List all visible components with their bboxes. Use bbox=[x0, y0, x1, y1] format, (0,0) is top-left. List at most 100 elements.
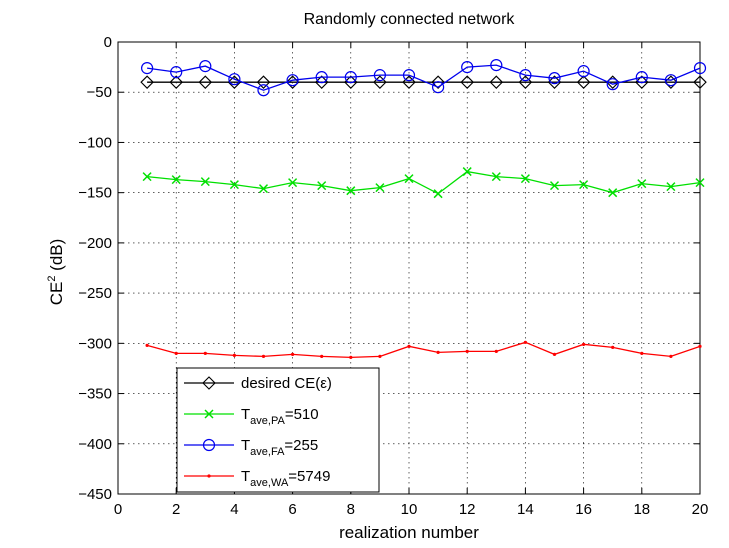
data-point-wa bbox=[349, 355, 353, 359]
x-tick-label: 10 bbox=[401, 501, 418, 518]
legend-item-fa: Tave,FA=255 bbox=[184, 437, 318, 458]
data-point-fa bbox=[432, 81, 445, 94]
y-axis-label-superscript: 2 bbox=[46, 276, 58, 282]
legend-marker-desired bbox=[202, 376, 216, 390]
data-point-wa bbox=[523, 340, 528, 344]
x-tick-label: 6 bbox=[288, 501, 296, 518]
y-axis-label-unit: (dB) bbox=[47, 239, 66, 276]
data-point-wa bbox=[232, 353, 236, 357]
data-point-fa bbox=[373, 69, 386, 82]
data-point-pa bbox=[433, 189, 443, 199]
data-point-desired bbox=[489, 75, 504, 89]
data-point-wa bbox=[436, 350, 440, 354]
data-point-pa bbox=[637, 179, 647, 189]
legend-marker-wa bbox=[207, 474, 211, 478]
data-point-pa bbox=[491, 172, 501, 182]
data-point-wa bbox=[552, 352, 557, 356]
x-tick-label: 20 bbox=[692, 501, 709, 518]
data-point-desired bbox=[431, 75, 445, 89]
axis-ticks: 0 2 4 6 8 10 12 14 16 18 20 0 −50 −100 −150 −200 −250 −30… bbox=[78, 34, 708, 518]
legend-label-desired: desired CE(ε) bbox=[241, 375, 332, 392]
legend-item-pa: Tave,PA=510 bbox=[184, 406, 319, 427]
grid bbox=[118, 42, 700, 494]
data-point-pa bbox=[142, 172, 152, 182]
data-point-pa bbox=[258, 184, 269, 194]
legend-text-base: T bbox=[241, 468, 250, 485]
legend: desired CE(ε)Tave,PA=510Tave,FA=255Tave,… bbox=[176, 367, 380, 493]
x-tick-label: 14 bbox=[517, 501, 534, 518]
x-tick-label: 12 bbox=[459, 501, 476, 518]
legend-text-subscript: ave,FA bbox=[250, 446, 285, 458]
y-tick-label: −50 bbox=[87, 84, 112, 101]
x-tick-label: 16 bbox=[575, 501, 592, 518]
y-axis-label: CE2 (dB) bbox=[46, 239, 66, 306]
legend-text-base: T bbox=[241, 406, 250, 423]
data-point-fa bbox=[635, 71, 648, 84]
data-point-pa bbox=[520, 174, 530, 184]
y-tick-label: −300 bbox=[78, 335, 112, 352]
x-tick-label: 0 bbox=[114, 501, 122, 518]
data-point-desired bbox=[373, 75, 387, 89]
data-point-pa bbox=[317, 181, 327, 191]
data-point-fa bbox=[402, 69, 416, 82]
x-axis-label: realization number bbox=[339, 523, 479, 542]
legend-text-value: =510 bbox=[285, 406, 319, 423]
legend-text-base: T bbox=[241, 437, 250, 454]
data-point-fa bbox=[693, 62, 707, 75]
y-tick-label: −350 bbox=[78, 386, 112, 403]
data-point-desired bbox=[169, 75, 183, 89]
y-axis-label-base: CE bbox=[47, 282, 66, 306]
series-fa bbox=[141, 59, 707, 97]
legend-label-wa: Tave,WA=5749 bbox=[241, 468, 330, 489]
legend-item-wa: Tave,WA=5749 bbox=[184, 468, 330, 489]
data-point-wa bbox=[145, 343, 149, 347]
y-tick-label: −400 bbox=[78, 436, 112, 453]
legend-marker-fa bbox=[202, 438, 216, 452]
data-point-wa bbox=[669, 354, 673, 358]
data-point-fa bbox=[490, 59, 503, 72]
data-point-wa bbox=[640, 351, 644, 355]
series-line-wa bbox=[146, 341, 701, 359]
chart-title: Randomly connected network bbox=[304, 11, 516, 28]
data-point-fa bbox=[228, 73, 241, 86]
data-point-desired bbox=[460, 75, 474, 89]
y-tick-label: −200 bbox=[78, 235, 112, 252]
data-point-pa bbox=[462, 167, 472, 177]
data-point-fa bbox=[577, 65, 590, 78]
x-tick-label: 8 bbox=[347, 501, 355, 518]
legend-label-pa: Tave,PA=510 bbox=[241, 406, 319, 427]
series-pa bbox=[142, 167, 705, 199]
data-point-wa bbox=[320, 354, 324, 358]
legend-item-desired: desired CE(ε) bbox=[184, 375, 332, 392]
data-point-pa bbox=[549, 181, 560, 191]
data-point-fa bbox=[664, 74, 678, 87]
data-point-desired bbox=[518, 75, 533, 89]
x-tick-label: 18 bbox=[633, 501, 650, 518]
data-point-wa bbox=[465, 349, 469, 353]
data-point-fa bbox=[315, 71, 328, 84]
data-point-wa bbox=[611, 345, 615, 349]
data-point-desired bbox=[547, 75, 562, 89]
legend-text: desired CE(ε) bbox=[241, 375, 332, 392]
data-point-pa bbox=[608, 188, 618, 198]
data-point-desired bbox=[198, 75, 213, 89]
data-point-fa bbox=[141, 62, 154, 75]
data-point-fa bbox=[519, 69, 532, 82]
data-point-desired bbox=[256, 75, 271, 89]
data-point-pa bbox=[200, 177, 210, 187]
data-point-fa bbox=[170, 66, 183, 79]
legend-text-subscript: ave,WA bbox=[250, 477, 289, 489]
data-point-wa bbox=[582, 342, 586, 346]
y-tick-label: −100 bbox=[78, 134, 112, 151]
y-tick-label: −250 bbox=[78, 285, 112, 302]
x-tick-label: 2 bbox=[172, 501, 180, 518]
data-point-desired bbox=[402, 75, 416, 89]
data-point-pa bbox=[171, 175, 181, 185]
legend-label-fa: Tave,FA=255 bbox=[241, 437, 318, 458]
data-point-wa bbox=[378, 354, 382, 358]
data-point-wa bbox=[698, 344, 702, 348]
series-line-pa bbox=[147, 170, 701, 195]
legend-text-value: =5749 bbox=[288, 468, 330, 485]
legend-box bbox=[176, 367, 380, 493]
